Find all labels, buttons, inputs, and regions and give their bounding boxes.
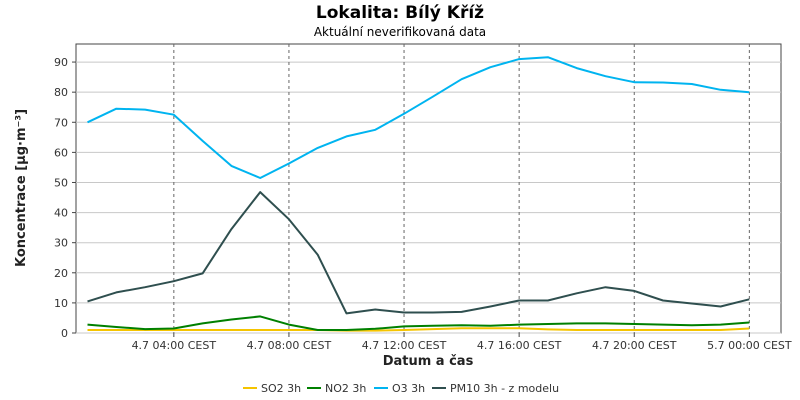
- x-tick-label: 4.7 04:00 CEST: [132, 339, 217, 352]
- x-tick-label: 4.7 16:00 CEST: [477, 339, 562, 352]
- x-tick-label: 4.7 08:00 CEST: [247, 339, 332, 352]
- y-tick-label: 60: [54, 146, 68, 159]
- x-tick-label: 4.7 20:00 CEST: [592, 339, 677, 352]
- grid-lines: [76, 44, 781, 334]
- axes: 0 10 20 30 40 50 60 70 80 90 4.7 04:00 CEST 4.7 08:…: [54, 56, 792, 352]
- y-tick-label: 0: [61, 327, 68, 340]
- y-tick-label: 10: [54, 297, 68, 310]
- legend: SO2 3h NO2 3h O3 3h PM10 3h - z modelu: [243, 382, 559, 395]
- plot-area: [75, 43, 782, 334]
- y-tick-label: 40: [54, 207, 68, 220]
- chart-subtitle: Aktuální neverifikovaná data: [314, 25, 486, 39]
- y-tick-label: 20: [54, 267, 68, 280]
- legend-label-no2-3h: NO2 3h: [325, 382, 366, 395]
- series-line-pm10-3h-z-modelu: [87, 191, 750, 315]
- y-tick-label: 70: [54, 116, 68, 129]
- series-lines: [87, 56, 750, 332]
- chart-title: Lokalita: Bílý Kříž: [316, 3, 484, 23]
- series-line-no2-3h: [87, 315, 750, 331]
- legend-label-so2-3h: SO2 3h: [261, 382, 301, 395]
- y-tick-label: 30: [54, 237, 68, 250]
- y-tick-label: 80: [54, 86, 68, 99]
- y-tick-label: 50: [54, 176, 68, 189]
- series-line-o3-3h: [87, 56, 750, 179]
- y-axis-label: Koncentrace [µg·m⁻³]: [14, 109, 29, 267]
- x-tick-label: 5.7 00:00 CEST: [707, 339, 792, 352]
- series-line-so2-3h: [87, 327, 750, 332]
- x-axis-label: Datum a čas: [383, 354, 474, 369]
- x-tick-label: 4.7 12:00 CEST: [362, 339, 447, 352]
- y-tick-label: 90: [54, 56, 68, 69]
- legend-label-pm10-3h-z-modelu: PM10 3h - z modelu: [450, 382, 559, 395]
- legend-label-o3-3h: O3 3h: [392, 382, 425, 395]
